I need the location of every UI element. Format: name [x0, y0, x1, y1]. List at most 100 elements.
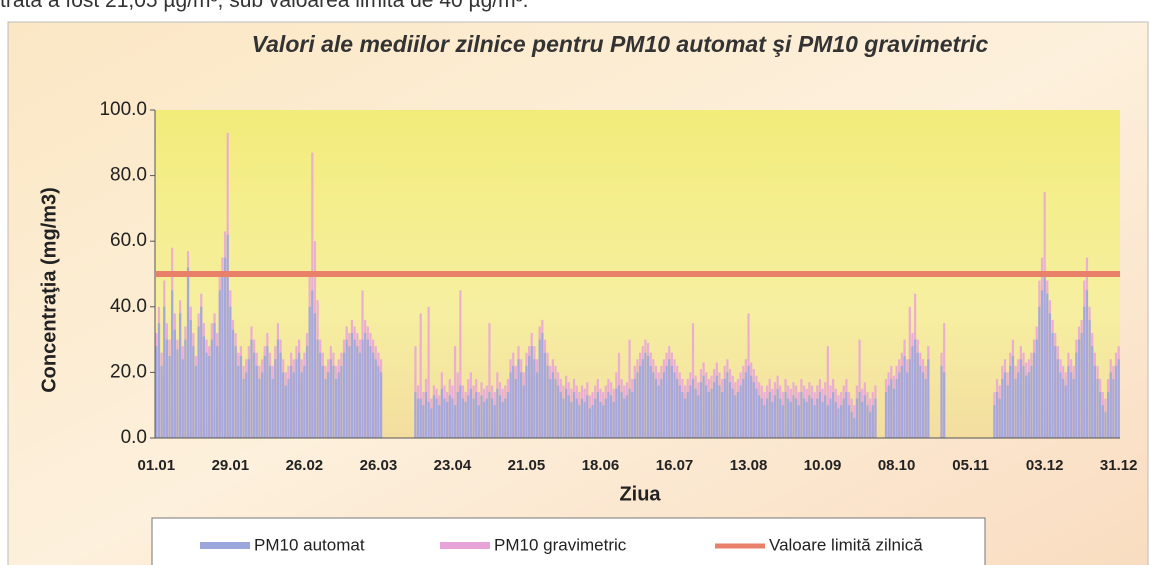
chart-title: Valori ale mediilor zilnice pentru PM10 …: [251, 31, 989, 57]
bar: [718, 385, 721, 438]
bar: [223, 257, 227, 438]
bar: [1043, 274, 1046, 438]
bar: [795, 398, 798, 438]
bar: [906, 372, 909, 438]
bar: [580, 398, 584, 438]
bar: [319, 352, 322, 438]
bar: [1017, 372, 1020, 438]
legend-label: Valoare limită zilnică: [769, 535, 923, 554]
bar: [424, 392, 428, 438]
bar: [760, 398, 763, 438]
bar: [416, 398, 420, 438]
bar: [713, 382, 716, 438]
bar: [763, 405, 766, 438]
bar: [414, 392, 417, 438]
bar: [194, 365, 198, 438]
bar: [163, 306, 166, 438]
bar: [858, 339, 861, 438]
bar: [742, 378, 745, 438]
bar: [755, 388, 758, 438]
bar: [549, 378, 552, 438]
bar: [1003, 372, 1007, 438]
bar: [800, 392, 803, 438]
bar: [789, 401, 792, 438]
bar: [1054, 346, 1057, 438]
bar: [374, 359, 377, 438]
bar: [498, 395, 502, 438]
bar: [303, 365, 306, 438]
bar: [895, 378, 898, 438]
bar: [1022, 365, 1025, 438]
bar: [350, 333, 354, 438]
x-tick-label: 18.06: [582, 457, 620, 474]
bar: [440, 388, 443, 438]
bar: [628, 388, 631, 438]
bar: [464, 401, 467, 438]
bar: [816, 398, 819, 438]
bar: [636, 372, 639, 438]
bar: [750, 375, 753, 438]
bar: [171, 290, 174, 438]
bar: [226, 234, 229, 438]
bar: [461, 398, 465, 438]
bar: [1104, 411, 1107, 438]
bar: [702, 375, 705, 438]
y-axis-label: Concentraţia (mg/m3): [38, 187, 60, 393]
bar: [234, 346, 237, 438]
x-tick-label: 16.07: [656, 457, 694, 474]
bar: [1027, 372, 1030, 438]
bar: [290, 365, 293, 438]
bar: [1014, 378, 1017, 438]
bar: [1080, 333, 1083, 438]
bar: [538, 339, 541, 438]
bar: [781, 405, 785, 438]
bar: [501, 401, 504, 438]
bar: [602, 405, 605, 438]
bar: [295, 359, 298, 438]
bar: [1064, 385, 1067, 438]
bar: [863, 395, 866, 438]
bar: [660, 378, 663, 438]
bar: [612, 401, 615, 438]
bar: [832, 392, 835, 438]
bar: [884, 392, 888, 438]
bar: [591, 405, 594, 438]
bar: [512, 365, 515, 438]
bar: [179, 313, 182, 438]
bar: [342, 352, 346, 438]
bar: [237, 365, 240, 438]
bar: [419, 313, 422, 438]
bar: [480, 395, 483, 438]
bar: [202, 336, 206, 438]
legend: [151, 517, 986, 565]
bar: [705, 385, 708, 438]
bar: [744, 372, 748, 438]
bar: [313, 313, 317, 438]
bar: [1085, 290, 1089, 438]
bar: [266, 346, 269, 438]
bar: [808, 395, 811, 438]
bar: [599, 401, 602, 438]
bar: [691, 378, 695, 438]
bar: [453, 405, 457, 438]
bar: [334, 378, 338, 438]
bar: [694, 388, 697, 438]
bar: [813, 405, 816, 438]
bar: [297, 352, 301, 438]
bar: [802, 398, 806, 438]
bar: [1046, 293, 1049, 438]
bar: [1093, 365, 1096, 438]
bar: [726, 372, 729, 438]
bar: [530, 346, 533, 438]
y-tick-label: 100.0: [99, 99, 147, 120]
bar: [850, 411, 853, 438]
bar: [1062, 378, 1065, 438]
bar: [292, 372, 295, 438]
bar: [496, 388, 499, 438]
bar: [446, 401, 449, 438]
bar: [329, 359, 332, 438]
bar: [787, 398, 790, 438]
bar: [586, 395, 589, 438]
bar: [1009, 365, 1012, 438]
bar: [921, 372, 925, 438]
